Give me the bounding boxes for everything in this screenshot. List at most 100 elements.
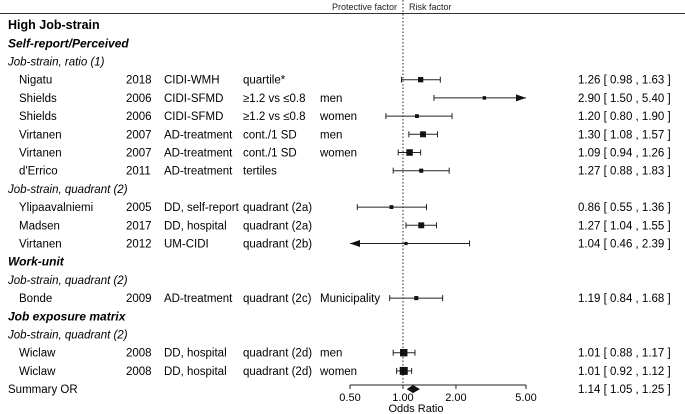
- author-label: Shields: [19, 93, 57, 105]
- study-row: Madsen 2017 DD, hospital quadrant (2a) 1.27 …: [19, 220, 671, 232]
- study-row: Shields 2006 CIDI-SFMD ≥1.2 vs ≤0.8 women 1.2…: [19, 111, 671, 123]
- study-row: Bonde 2009 AD-treatment quadrant (2c) Munici…: [19, 293, 671, 305]
- measure-label: AD-treatment: [164, 166, 233, 178]
- exposure-label: ≥1.2 vs ≤0.8: [243, 93, 306, 105]
- group-label: men: [320, 348, 342, 360]
- summary-row: Summary OR 1.14 [ 1.05 , 1.25 ]: [8, 384, 671, 396]
- point-estimate: [417, 77, 424, 83]
- section-header: Work-unit: [8, 255, 65, 269]
- point-estimate: [389, 205, 394, 209]
- author-label: Shields: [19, 111, 57, 123]
- study-row: Ylipaavalniemi 2005 DD, self-report quadran…: [19, 202, 671, 214]
- measure-label: DD, self-report: [164, 202, 240, 214]
- year-label: 2007: [126, 129, 152, 141]
- exposure-label: quadrant (2d): [243, 348, 312, 360]
- ci-label: 1.20 [ 0.80 , 1.90 ]: [578, 111, 671, 123]
- author-label: Virtanen: [19, 129, 62, 141]
- subsection-header: Job-strain, quadrant (2): [7, 184, 128, 196]
- year-label: 2007: [126, 148, 152, 160]
- ci-label: 1.27 [ 0.88 , 1.83 ]: [578, 166, 671, 178]
- author-label: Summary OR: [8, 384, 78, 396]
- point-estimate: [420, 131, 426, 138]
- ci-arrow-high: [516, 94, 526, 102]
- group-label: men: [320, 93, 342, 105]
- header-protective: Protective factor: [332, 2, 397, 12]
- exposure-label: cont./1 SD: [243, 129, 297, 141]
- author-label: Virtanen: [19, 239, 62, 251]
- year-label: 2018: [126, 75, 152, 87]
- study-row: Virtanen 2007 AD-treatment cont./1 SD men 1.3…: [19, 129, 671, 141]
- x-tick-label: 2.00: [445, 392, 466, 404]
- ci-arrow-low: [350, 240, 360, 247]
- year-label: 2006: [126, 111, 152, 123]
- ci-label: 2.90 [ 1.50 , 5.40 ]: [578, 93, 671, 105]
- ci-label: 1.26 [ 0.98 , 1.63 ]: [578, 75, 671, 87]
- exposure-label: quadrant (2a): [243, 202, 312, 214]
- group-label: Municipality: [320, 293, 380, 305]
- measure-label: UM-CIDI: [164, 239, 209, 251]
- exposure-label: quadrant (2b): [243, 239, 312, 251]
- exposure-label: quadrant (2d): [243, 366, 312, 378]
- point-estimate: [414, 296, 419, 301]
- study-row: Nigatu 2018 CIDI-WMH quartile* 1.26 [ 0.98 ,…: [19, 75, 671, 87]
- ci-label: 1.01 [ 0.88 , 1.17 ]: [578, 348, 671, 360]
- measure-label: DD, hospital: [164, 348, 227, 360]
- year-label: 2005: [126, 202, 152, 214]
- section-header: Self-report/Perceived: [8, 36, 129, 50]
- plot-frame: Protective factor Risk factor: [0, 0, 685, 385]
- point-estimate: [400, 349, 408, 357]
- exposure-label: quartile*: [243, 75, 286, 87]
- study-row: Virtanen 2012 UM-CIDI quadrant (2b) 1.04 [ 0…: [19, 239, 671, 251]
- section-header: Job exposure matrix: [8, 309, 127, 323]
- subsection-header: Job-strain, quadrant (2): [7, 330, 128, 342]
- study-row: Shields 2006 CIDI-SFMD ≥1.2 vs ≤0.8 men 2.90 …: [19, 93, 671, 105]
- author-label: d'Errico: [19, 166, 58, 178]
- author-label: Ylipaavalniemi: [19, 202, 93, 214]
- point-estimate: [418, 222, 425, 229]
- subsection-header: Job-strain, ratio (1): [7, 57, 105, 69]
- ci-label: 1.01 [ 0.92 , 1.12 ]: [578, 366, 671, 378]
- x-tick-label: 1.00: [392, 392, 413, 404]
- x-tick-label: 5.00: [515, 392, 536, 404]
- measure-label: CIDI-SFMD: [164, 111, 223, 123]
- author-label: Nigatu: [19, 75, 52, 87]
- year-label: 2017: [126, 220, 152, 232]
- point-estimate: [419, 168, 424, 173]
- ci-label: 1.27 [ 1.04 , 1.55 ]: [578, 220, 671, 232]
- point-estimate: [482, 96, 487, 100]
- ci-label: 1.19 [ 0.84 , 1.68 ]: [578, 293, 671, 305]
- exposure-label: cont./1 SD: [243, 148, 297, 160]
- x-axis: 0.50 1.00 2.00 5.00 Odds Ratio: [339, 384, 537, 414]
- exposure-label: quadrant (2c): [243, 293, 312, 305]
- group-label: women: [319, 111, 357, 123]
- header-risk: Risk factor: [409, 2, 452, 12]
- author-label: Bonde: [19, 293, 52, 305]
- section-title: High Job-strain: [8, 18, 100, 32]
- group-label: women: [319, 366, 357, 378]
- measure-label: AD-treatment: [164, 293, 233, 305]
- study-row: Wiclaw 2008 DD, hospital quadrant (2d) men 1.…: [19, 348, 671, 360]
- summary-diamond: [406, 385, 421, 394]
- point-estimate: [415, 114, 419, 118]
- study-row: Wiclaw 2008 DD, hospital quadrant (2d) women…: [19, 366, 671, 378]
- exposure-label: tertiles: [243, 166, 277, 178]
- subsection-header: Job-strain, quadrant (2): [7, 275, 128, 287]
- point-estimate: [406, 149, 413, 156]
- year-label: 2008: [126, 348, 152, 360]
- x-axis-title: Odds Ratio: [388, 403, 443, 414]
- ci-label: 1.30 [ 1.08 , 1.57 ]: [578, 129, 671, 141]
- year-label: 2006: [126, 93, 152, 105]
- exposure-label: quadrant (2a): [243, 220, 312, 232]
- group-label: men: [320, 129, 342, 141]
- year-label: 2008: [126, 366, 152, 378]
- measure-label: AD-treatment: [164, 129, 233, 141]
- measure-label: DD, hospital: [164, 366, 227, 378]
- measure-label: CIDI-WMH: [164, 75, 220, 87]
- year-label: 2012: [126, 239, 152, 251]
- group-label: women: [319, 148, 357, 160]
- author-label: Virtanen: [19, 148, 62, 160]
- author-label: Wiclaw: [19, 366, 56, 378]
- x-tick-label: 0.50: [339, 392, 360, 404]
- measure-label: AD-treatment: [164, 148, 233, 160]
- author-label: Wiclaw: [19, 348, 56, 360]
